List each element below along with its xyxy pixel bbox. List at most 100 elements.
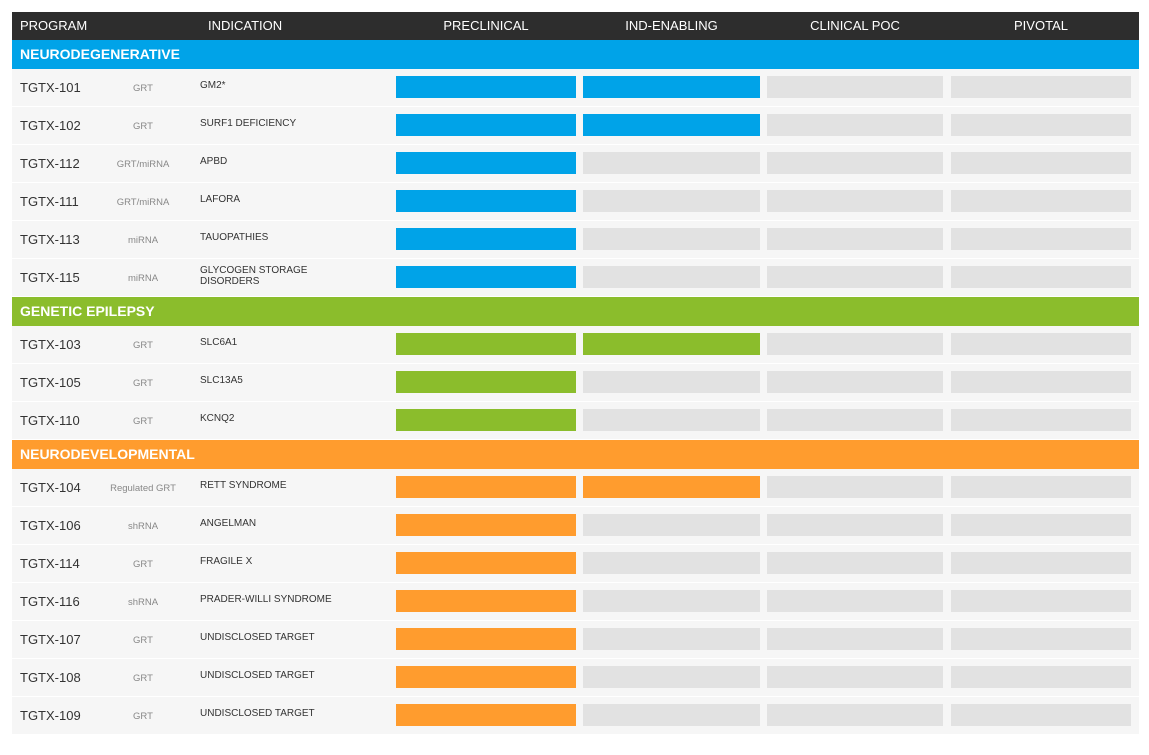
header-preclinical: PRECLINICAL [443, 18, 529, 33]
indication-label: APBD [200, 156, 228, 167]
stage-bar [951, 628, 1131, 650]
program-name: TGTX-108 [20, 670, 81, 685]
modality-label: GRT [133, 121, 153, 132]
stage-bar [767, 514, 943, 536]
table-row: TGTX-111 GRT/miRNA LAFORA [12, 183, 1139, 221]
stage-bar [396, 666, 576, 688]
stage-bar [396, 514, 576, 536]
stage-bar [583, 476, 760, 498]
stage-bar [767, 628, 943, 650]
stage-bar [583, 190, 760, 212]
program-name: TGTX-104 [20, 480, 81, 495]
stage-bar [951, 76, 1131, 98]
table-row: TGTX-105 GRT SLC13A5 [12, 364, 1139, 402]
stage-bar [951, 552, 1131, 574]
stage-bar [583, 266, 760, 288]
stage-bar [951, 228, 1131, 250]
table-row: TGTX-108 GRT UNDISCLOSED TARGET [12, 659, 1139, 697]
category-label: NEURODEVELOPMENTAL [20, 446, 195, 462]
indication-label: FRAGILE X [200, 556, 253, 567]
modality-label: GRT [133, 340, 153, 351]
program-name: TGTX-107 [20, 632, 81, 647]
stage-bar [583, 76, 760, 98]
stage-bar [583, 409, 760, 431]
indication-label: UNDISCLOSED TARGET [200, 670, 315, 681]
indication-label: UNDISCLOSED TARGET [200, 708, 315, 719]
indication-label: PRADER-WILLI SYNDROME [200, 594, 332, 605]
stage-bar [951, 266, 1131, 288]
stage-bar [767, 371, 943, 393]
stage-bar [767, 590, 943, 612]
stage-bar [767, 552, 943, 574]
stage-bar [396, 190, 576, 212]
stage-bar [396, 152, 576, 174]
stage-bar [767, 704, 943, 726]
stage-bar [951, 514, 1131, 536]
stage-bar [583, 628, 760, 650]
stage-bar [951, 190, 1131, 212]
program-name: TGTX-110 [20, 413, 80, 428]
indication-label: SLC6A1 [200, 337, 238, 348]
program-name: TGTX-105 [20, 375, 81, 390]
indication-label: GM2* [200, 80, 226, 91]
header-ind-enabling: IND-ENABLING [625, 18, 718, 33]
modality-label: GRT [133, 559, 153, 570]
table-row: TGTX-110 GRT KCNQ2 [12, 402, 1139, 440]
table-row: TGTX-113 miRNA TAUOPATHIES [12, 221, 1139, 259]
indication-label: RETT SYNDROME [200, 480, 287, 491]
stage-bar [951, 409, 1131, 431]
stage-bar [767, 266, 943, 288]
program-name: TGTX-109 [20, 708, 81, 723]
modality-label: GRT [133, 378, 153, 389]
stage-bar [767, 476, 943, 498]
table-row: TGTX-103 GRT SLC6A1 [12, 326, 1139, 364]
stage-bar [396, 371, 576, 393]
stage-bar [396, 628, 576, 650]
header-clinical-poc: CLINICAL POC [810, 18, 900, 33]
modality-label: Regulated GRT [110, 483, 176, 494]
stage-bar [951, 114, 1131, 136]
stage-bar [951, 152, 1131, 174]
stage-bar [951, 371, 1131, 393]
stage-bar [767, 409, 943, 431]
program-name: TGTX-102 [20, 118, 81, 133]
stage-bar [951, 333, 1131, 355]
stage-bar [767, 333, 943, 355]
stage-bar [583, 333, 760, 355]
stage-bar [767, 228, 943, 250]
stage-bar [396, 552, 576, 574]
modality-label: shRNA [127, 521, 159, 532]
table-row: TGTX-114 GRT FRAGILE X [12, 545, 1139, 583]
stage-bar [767, 76, 943, 98]
table-row: TGTX-102 GRT SURF1 DEFICIENCY [12, 107, 1139, 145]
modality-label: GRT [133, 83, 153, 94]
program-name: TGTX-101 [20, 80, 81, 95]
stage-bar [583, 514, 760, 536]
stage-bar [951, 666, 1131, 688]
table-header: PROGRAM INDICATION PRECLINICAL IND-ENABL… [12, 12, 1139, 40]
stage-bar [583, 228, 760, 250]
table-row: TGTX-104 Regulated GRT RETT SYNDROME [12, 469, 1139, 507]
stage-bar [396, 76, 576, 98]
stage-bar [583, 152, 760, 174]
indication-label: SLC13A5 [200, 375, 243, 386]
stage-bar [951, 476, 1131, 498]
stage-bar [583, 552, 760, 574]
indication-label: UNDISCLOSED TARGET [200, 632, 315, 643]
modality-label: GRT [133, 416, 153, 427]
indication-label: GLYCOGEN STORAGE DISORDERS [200, 264, 308, 287]
program-name: TGTX-116 [20, 594, 80, 609]
category-header: NEURODEVELOPMENTAL [12, 440, 1139, 469]
table-row: TGTX-115 miRNA GLYCOGEN STORAGE DISORDERS [12, 259, 1139, 297]
stage-bar [583, 666, 760, 688]
modality-label: GRT [133, 711, 153, 722]
table-row: TGTX-112 GRT/miRNA APBD [12, 145, 1139, 183]
stage-bar [396, 704, 576, 726]
table-row: TGTX-101 GRT GM2* [12, 69, 1139, 107]
modality-label: GRT [133, 635, 153, 646]
indication-label: LAFORA [200, 194, 241, 205]
program-name: TGTX-113 [20, 232, 80, 247]
modality-label: GRT [133, 673, 153, 684]
table-body: NEURODEGENERATIVE TGTX-101 GRT GM2* TGTX-102… [12, 40, 1139, 735]
modality-label: shRNA [127, 597, 159, 608]
